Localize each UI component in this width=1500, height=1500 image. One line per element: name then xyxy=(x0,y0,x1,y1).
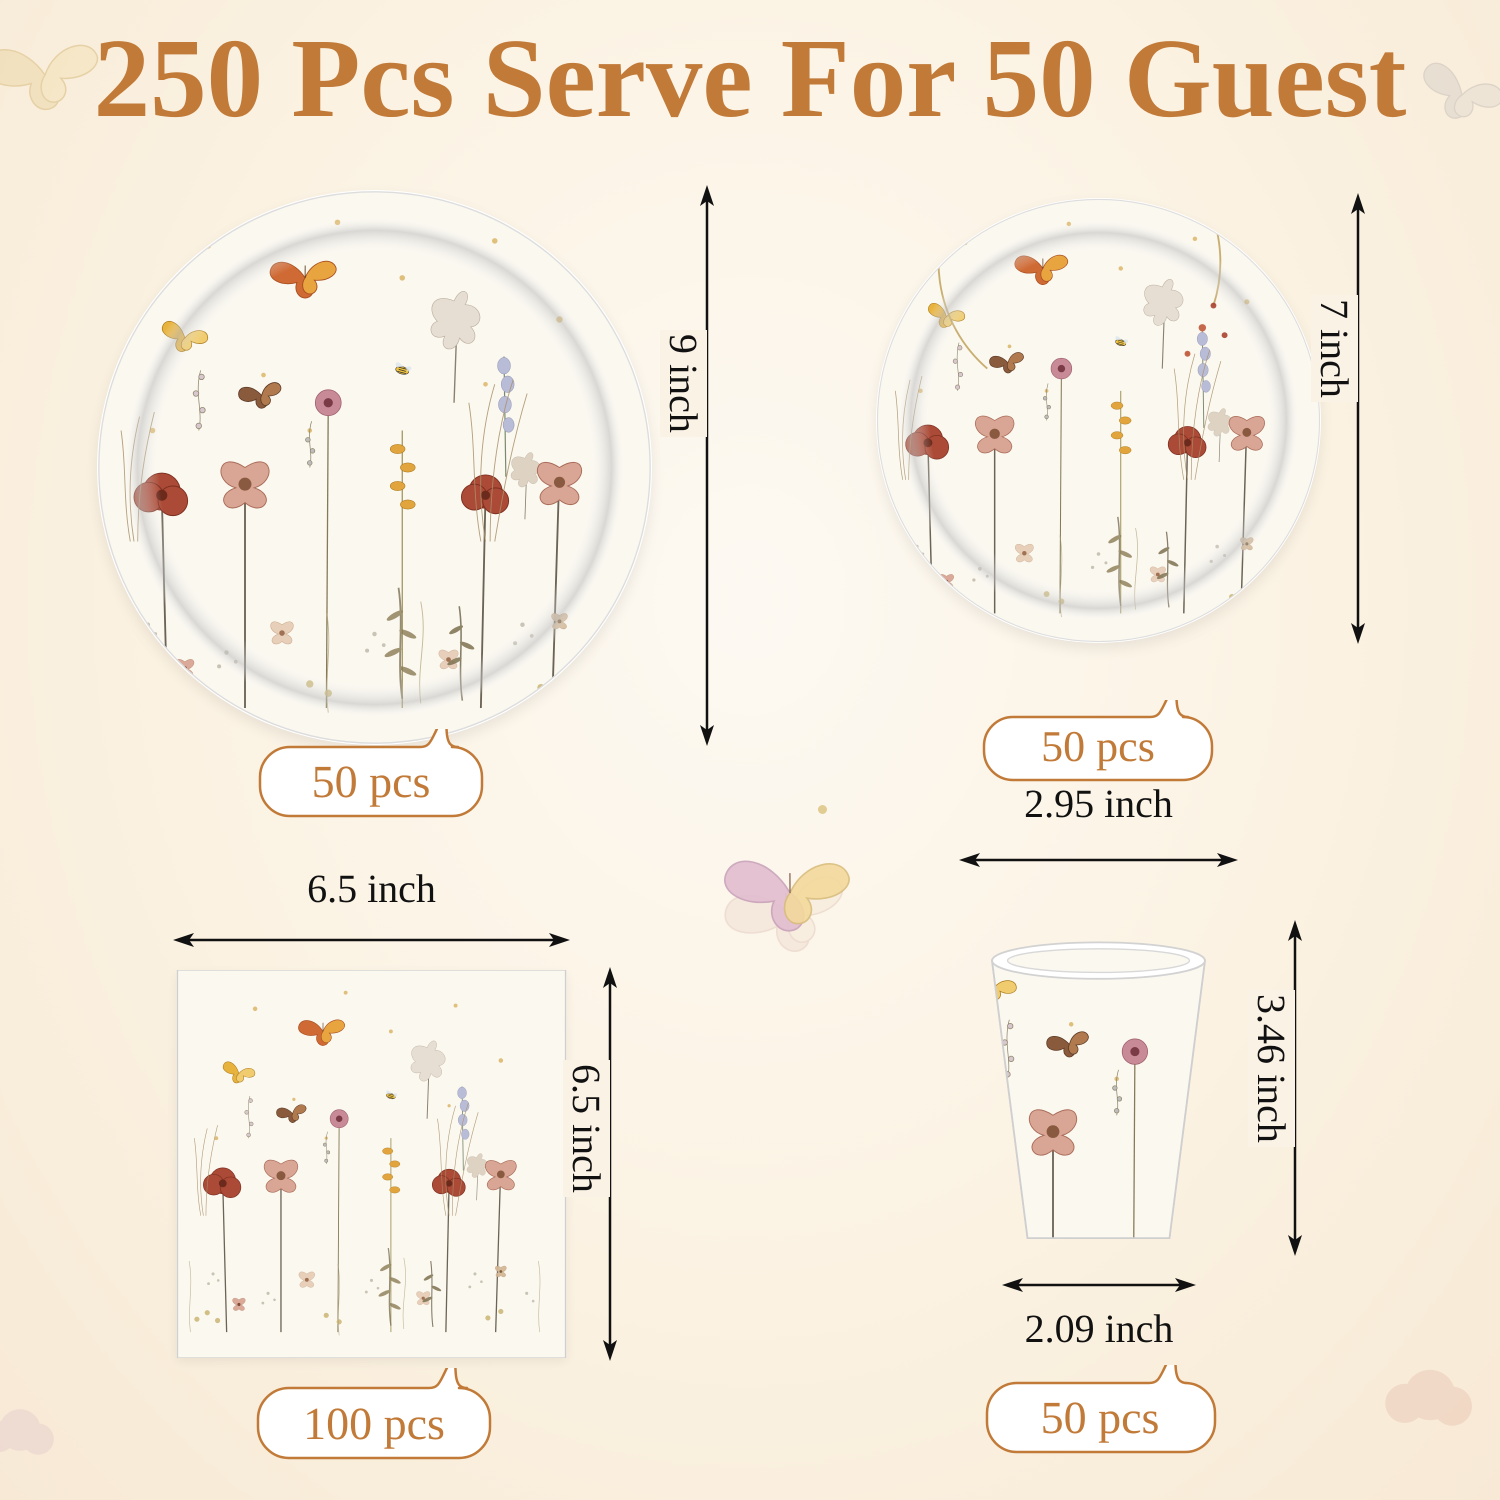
svg-text:100 pcs: 100 pcs xyxy=(303,1398,445,1449)
svg-text:50 pcs: 50 pcs xyxy=(1041,722,1155,771)
svg-text:50 pcs: 50 pcs xyxy=(1041,1392,1160,1443)
svg-text:50 pcs: 50 pcs xyxy=(312,756,431,807)
